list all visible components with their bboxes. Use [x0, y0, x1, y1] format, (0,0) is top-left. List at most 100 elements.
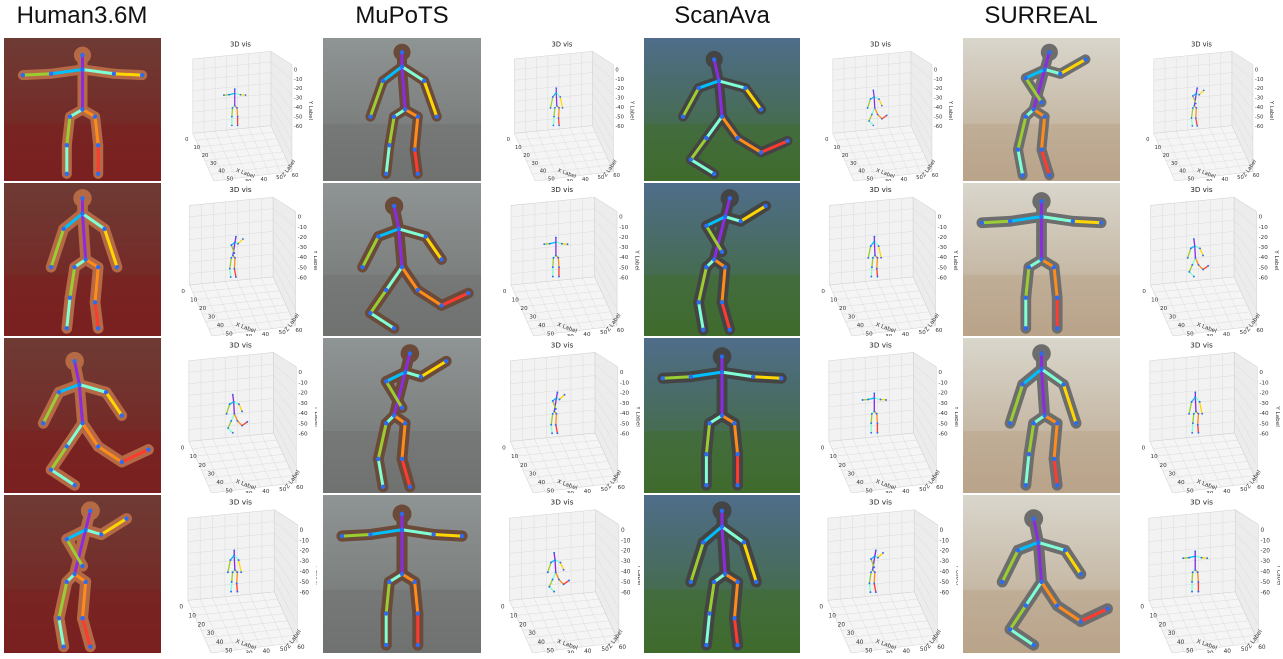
photo-mupots-row-1: [323, 38, 481, 181]
y-axis-label: Y Label: [947, 100, 953, 120]
z-tick-label: 30: [566, 179, 573, 181]
y-axis-label: Y Label: [1268, 100, 1274, 120]
x-tick-label: 50: [547, 489, 555, 493]
y-tick-label: -60: [621, 591, 631, 597]
dataset-title-scanava: ScanAva: [674, 2, 770, 29]
y-tick-label: -30: [298, 401, 308, 407]
axes-box: [187, 509, 298, 653]
y-tick-label: -50: [615, 115, 624, 121]
photo-human36m-row-4: [4, 495, 161, 653]
x-tick-label: 40: [858, 169, 865, 175]
y-axis-label: Y Label: [314, 564, 317, 586]
y-tick-label: -30: [298, 245, 308, 251]
pose-skeleton-3d: [543, 236, 569, 278]
y-tick-label: -50: [294, 115, 303, 121]
x-tick-label: 20: [839, 306, 847, 312]
dataset-title-human36m: Human3.6M: [16, 2, 148, 29]
y-tick-label: -30: [1259, 245, 1269, 251]
x-tick-label: 10: [510, 614, 518, 620]
photo-mupots-row-3: [323, 338, 481, 493]
x-tick-label: 10: [515, 145, 522, 151]
axes-box: [192, 50, 293, 181]
y-tick-label: -60: [620, 432, 630, 438]
plot-3d-surreal-row-3: 3D vis 0 -10 -20 -30 -40 -50 -60 Y Label 0 10 20 30 4…: [1122, 338, 1280, 493]
plot-title: 3D vis: [869, 185, 891, 194]
z-tick-label: 40: [583, 332, 591, 336]
pose-skeleton-2d: [660, 354, 784, 488]
y-tick-label: 0: [300, 528, 304, 534]
x-tick-label: 40: [1179, 169, 1186, 175]
y-tick-label: -10: [938, 225, 948, 231]
y-tick-label: -60: [619, 275, 629, 281]
plot-title: 3D vis: [869, 497, 892, 506]
z-tick-label: 40: [584, 649, 592, 653]
y-tick-label: -20: [298, 391, 308, 397]
x-tick-label: 10: [189, 614, 197, 620]
x-tick-label: 40: [218, 169, 225, 175]
x-tick-label: 10: [833, 145, 840, 151]
z-tick-label: 60: [932, 173, 939, 179]
y-tick-label: -40: [621, 570, 631, 576]
plot-title: 3D vis: [1190, 340, 1213, 349]
x-tick-label: 20: [521, 306, 529, 312]
z-tick-label: 30: [567, 491, 575, 493]
axes-box: [1150, 196, 1257, 336]
x-tick-label: 30: [208, 315, 216, 321]
x-tick-label: 40: [856, 640, 864, 646]
x-tick-label: 30: [1168, 631, 1176, 637]
y-tick-label: -10: [620, 380, 630, 386]
z-tick-label: 50: [276, 175, 283, 181]
pose-skeleton-3d: [225, 393, 249, 434]
x-tick-label: 20: [1159, 622, 1167, 628]
z-tick-label: 60: [618, 485, 626, 491]
x-tick-label: 0: [1142, 446, 1146, 452]
y-tick-label: -50: [1259, 421, 1269, 427]
pose-skeleton-2d: [368, 50, 439, 177]
x-tick-label: 0: [1142, 289, 1146, 295]
x-tick-label: 10: [1151, 298, 1159, 304]
x-tick-label: 30: [848, 315, 856, 321]
photo-scanava-row-4: [644, 495, 800, 653]
axes-box: [829, 196, 936, 336]
x-tick-label: 50: [225, 649, 233, 653]
y-tick-label: -40: [298, 255, 308, 261]
y-tick-label: -40: [619, 255, 629, 261]
z-tick-label: 50: [916, 175, 923, 181]
y-axis-label: Y Label: [634, 405, 640, 427]
z-tick-label: 40: [1223, 489, 1231, 493]
y-tick-label: -10: [615, 77, 624, 83]
x-tick-label: 50: [547, 332, 555, 336]
plot-title: 3D vis: [229, 340, 252, 349]
z-tick-label: 50: [280, 647, 288, 653]
x-tick-label: 50: [866, 177, 873, 181]
photo-mupots-row-2: [323, 183, 481, 336]
z-tick-label: 60: [297, 645, 305, 651]
y-axis-label: Y Label: [313, 405, 317, 427]
plot-3d-mupots-row-2: 3D vis 0 -10 -20 -30 -40 -50 -60 Y Label 0 10 20 30 4…: [483, 183, 640, 336]
y-tick-label: -20: [294, 86, 303, 92]
y-tick-label: -10: [298, 225, 308, 231]
z-tick-label: 60: [296, 485, 304, 491]
z-tick-label: 40: [582, 177, 589, 181]
y-tick-label: -50: [940, 580, 950, 586]
axes-box: [189, 196, 296, 336]
x-tick-label: 40: [540, 169, 547, 175]
axes-box: [510, 196, 618, 336]
y-tick-label: 0: [1259, 370, 1263, 376]
x-tick-label: 50: [1186, 489, 1194, 493]
x-tick-label: 30: [210, 161, 217, 167]
y-tick-label: 0: [940, 528, 944, 534]
y-axis-label: Y Label: [1273, 249, 1279, 271]
z-tick-label: 30: [885, 651, 893, 653]
y-tick-label: -40: [938, 255, 948, 261]
y-tick-label: -40: [940, 570, 950, 576]
y-tick-label: -20: [620, 391, 630, 397]
axes-box: [1148, 509, 1259, 653]
z-tick-label: 50: [920, 647, 928, 653]
y-tick-label: -30: [938, 245, 948, 251]
x-tick-label: 10: [190, 298, 198, 304]
x-tick-label: 20: [1163, 153, 1170, 159]
x-tick-label: 40: [856, 480, 864, 486]
